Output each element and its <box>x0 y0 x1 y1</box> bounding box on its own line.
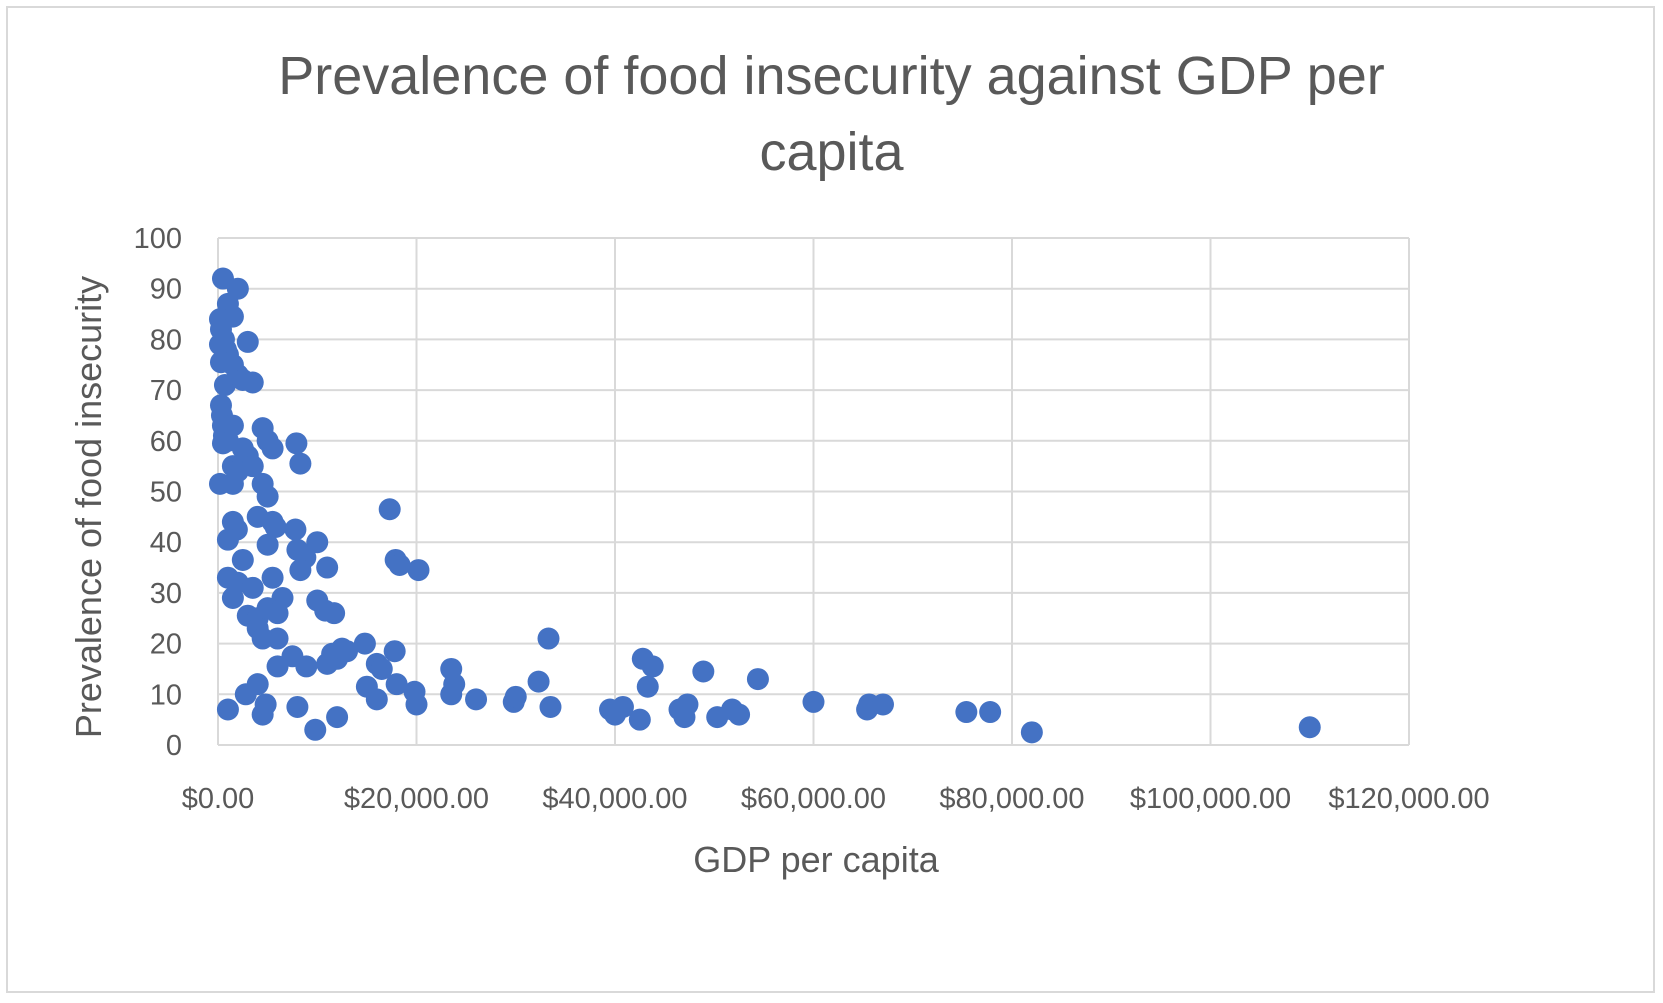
data-point <box>504 685 527 708</box>
x-tick-label: $0.00 <box>182 783 255 815</box>
y-tick-label: 20 <box>150 629 182 661</box>
data-point <box>211 432 234 455</box>
data-point <box>264 515 287 538</box>
data-point <box>676 693 699 716</box>
x-tick-label: $100,000.00 <box>1130 783 1291 815</box>
data-point <box>979 701 1002 724</box>
data-point <box>266 602 289 625</box>
data-point <box>641 655 664 678</box>
data-point <box>405 693 428 716</box>
data-point <box>628 708 651 731</box>
data-point <box>746 668 769 691</box>
chart-frame <box>6 6 1655 993</box>
data-point <box>306 531 329 554</box>
data-point <box>636 675 659 698</box>
data-point <box>261 566 284 589</box>
data-point <box>955 701 978 724</box>
y-tick-label: 50 <box>150 477 182 509</box>
data-point <box>871 693 894 716</box>
data-point <box>289 452 312 475</box>
data-point <box>246 673 269 696</box>
data-point <box>537 627 560 650</box>
data-point <box>304 718 327 741</box>
data-point <box>388 554 411 577</box>
x-tick-label: $80,000.00 <box>939 783 1084 815</box>
y-tick-label: 100 <box>134 223 182 255</box>
y-axis-title: Prevalence of food insecurity <box>68 276 109 738</box>
y-tick-label: 0 <box>166 730 182 762</box>
data-point <box>236 330 259 353</box>
y-tick-label: 40 <box>150 527 182 559</box>
data-point <box>611 695 634 718</box>
data-point <box>221 414 244 437</box>
data-point <box>284 518 307 541</box>
chart-title-line-2: capita <box>759 122 904 182</box>
data-point <box>336 640 359 663</box>
data-point <box>1020 721 1043 744</box>
data-point <box>289 559 312 582</box>
chart-title-line-1: Prevalence of food insecurity against GD… <box>278 46 1385 106</box>
data-point <box>1298 716 1321 739</box>
data-point <box>465 688 488 711</box>
y-tick-label: 10 <box>150 679 182 711</box>
data-point <box>285 432 308 455</box>
data-point <box>216 528 239 551</box>
data-point <box>365 688 388 711</box>
data-point <box>266 627 289 650</box>
data-point <box>256 533 279 556</box>
data-point <box>378 498 401 521</box>
data-point <box>256 485 279 508</box>
data-point <box>728 703 751 726</box>
data-point <box>241 371 264 394</box>
data-point <box>802 690 825 713</box>
x-tick-label: $20,000.00 <box>344 783 489 815</box>
y-tick-label: 60 <box>150 426 182 458</box>
data-point <box>226 277 249 300</box>
x-axis-title: GDP per capita <box>693 839 939 880</box>
data-point <box>316 556 339 579</box>
data-point <box>383 640 406 663</box>
y-tick-label: 70 <box>150 375 182 407</box>
data-point <box>221 472 244 495</box>
data-points <box>208 267 1321 744</box>
y-tick-label: 90 <box>150 274 182 306</box>
data-point <box>286 695 309 718</box>
data-point <box>231 548 254 571</box>
data-point <box>692 660 715 683</box>
data-point <box>216 698 239 721</box>
data-point <box>440 683 463 706</box>
y-tick-labels: 0 10 20 30 40 50 60 70 80 90 100 <box>134 223 182 762</box>
data-point <box>266 655 289 678</box>
data-point <box>407 559 430 582</box>
x-tick-label: $60,000.00 <box>741 783 886 815</box>
data-point <box>241 576 264 599</box>
data-point <box>326 706 349 729</box>
x-tick-label: $40,000.00 <box>542 783 687 815</box>
data-point <box>527 670 550 693</box>
data-point <box>353 632 376 655</box>
y-tick-label: 30 <box>150 578 182 610</box>
x-tick-labels: $0.00 $20,000.00 $40,000.00 $60,000.00 $80,0… <box>182 783 1490 815</box>
data-point <box>221 586 244 609</box>
data-point <box>254 693 277 716</box>
data-point <box>370 657 393 680</box>
data-point <box>385 673 408 696</box>
x-tick-label: $120,000.00 <box>1328 783 1489 815</box>
gridlines <box>218 237 1410 745</box>
data-point <box>295 655 318 678</box>
data-point <box>323 602 346 625</box>
data-point <box>261 437 284 460</box>
data-point <box>241 455 264 478</box>
data-point <box>539 695 562 718</box>
chart-title: Prevalence of food insecurity against GD… <box>0 38 1663 190</box>
y-tick-label: 80 <box>150 324 182 356</box>
